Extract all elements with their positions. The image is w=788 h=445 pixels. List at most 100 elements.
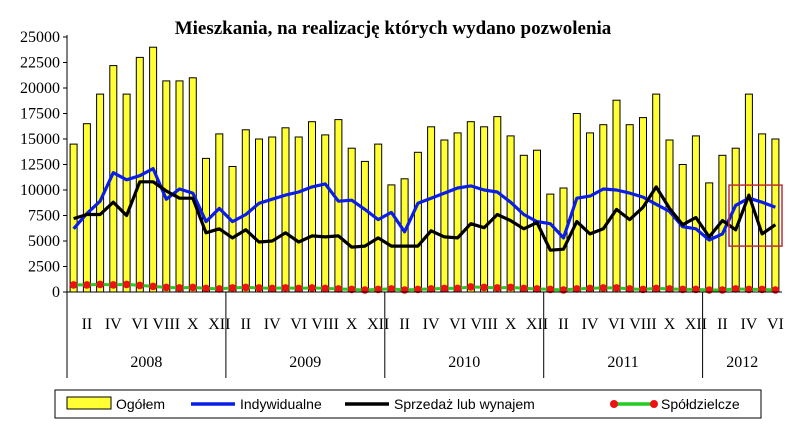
bar-ogolem	[228, 166, 237, 293]
bar-ogolem	[466, 121, 475, 293]
point-spoldzielcze	[625, 285, 634, 293]
x-tick-label: VI	[449, 316, 466, 333]
x-tick-label: IV	[105, 316, 122, 333]
chart-title: Mieszkania, na realizację których wydano…	[175, 18, 612, 39]
point-spoldzielcze	[599, 284, 608, 292]
bar-ogolem	[387, 184, 396, 293]
x-tick-label: VI	[290, 316, 307, 333]
y-tick-label: 2500	[28, 259, 60, 276]
point-spoldzielcze	[639, 285, 647, 294]
legend-marker-spoldzielcze	[650, 400, 658, 408]
point-spoldzielcze	[705, 286, 713, 294]
point-spoldzielcze	[493, 284, 502, 292]
point-spoldzielcze	[586, 284, 594, 293]
year-label: 2010	[448, 354, 480, 371]
point-spoldzielcze	[506, 283, 515, 292]
point-spoldzielcze	[387, 285, 396, 293]
bar-ogolem	[281, 127, 290, 293]
bar-ogolem	[612, 99, 621, 293]
x-tick-label: II	[82, 316, 93, 333]
x-tick-label: IV	[264, 316, 281, 333]
x-tick-label: VI	[608, 316, 625, 333]
point-spoldzielcze	[480, 283, 488, 292]
point-spoldzielcze	[467, 283, 475, 291]
x-tick-label: XII	[685, 316, 707, 333]
point-spoldzielcze	[612, 284, 621, 292]
bar-ogolem	[691, 135, 700, 293]
point-spoldzielcze	[718, 286, 727, 294]
bar-ogolem	[559, 187, 568, 293]
point-spoldzielcze	[69, 281, 78, 289]
y-tick-label: 15000	[20, 131, 60, 148]
point-spoldzielcze	[453, 284, 462, 293]
point-spoldzielcze	[83, 281, 91, 289]
point-spoldzielcze	[771, 286, 780, 294]
point-spoldzielcze	[202, 284, 210, 293]
legend-label-indywidualne: Indywidualne	[240, 396, 322, 412]
plot-area	[69, 46, 783, 294]
bar-ogolem	[360, 160, 369, 293]
bar-ogolem	[400, 178, 409, 293]
point-spoldzielcze	[175, 284, 184, 292]
point-spoldzielcze	[96, 280, 104, 289]
x-tick-label: XII	[208, 316, 230, 333]
x-tick-label: X	[505, 316, 517, 333]
bar-ogolem	[413, 151, 422, 293]
point-spoldzielcze	[334, 285, 343, 293]
point-spoldzielcze	[665, 285, 674, 293]
x-tick-label: XII	[526, 316, 548, 333]
point-spoldzielcze	[678, 285, 687, 294]
point-spoldzielcze	[374, 285, 383, 294]
bar-ogolem	[440, 139, 449, 293]
point-spoldzielcze	[440, 284, 449, 293]
x-tick-label: X	[187, 316, 199, 333]
year-label: 2012	[726, 354, 758, 371]
legend: Ogółem Indywidualne Sprzedaż lub wynajem Sp…	[54, 389, 762, 419]
year-label: 2008	[130, 354, 162, 371]
y-tick-label: 17500	[20, 106, 60, 123]
point-spoldzielcze	[228, 284, 237, 292]
point-spoldzielcze	[321, 284, 330, 293]
bar-ogolem	[493, 116, 502, 293]
y-tick-label: 20000	[20, 80, 60, 97]
bar-ogolem	[255, 138, 263, 293]
legend-label-ogolem: Ogółem	[116, 396, 165, 412]
point-spoldzielcze	[745, 285, 753, 294]
bar-ogolem	[427, 126, 436, 293]
y-tick-label: 22500	[20, 55, 60, 72]
bar-ogolem	[82, 123, 91, 293]
point-spoldzielcze	[268, 284, 277, 293]
point-spoldzielcze	[215, 285, 224, 293]
y-tick-label: 7500	[28, 208, 60, 225]
bar-ogolem	[175, 80, 184, 293]
point-spoldzielcze	[162, 283, 171, 292]
bar-ogolem	[268, 136, 277, 293]
point-spoldzielcze	[400, 286, 409, 294]
legend-label-sprzedaz-lub-wynajem: Sprzedaż lub wynajem	[394, 396, 535, 412]
bar-ogolem	[758, 133, 767, 293]
bar-ogolem	[625, 124, 634, 293]
x-tick-label: X	[346, 316, 358, 333]
year-label: 2011	[607, 354, 638, 371]
y-tick-label: 0	[52, 284, 60, 301]
bar-ogolem	[308, 121, 316, 293]
point-spoldzielcze	[149, 282, 157, 291]
bar-ogolem	[480, 126, 489, 293]
point-spoldzielcze	[692, 285, 700, 294]
year-label: 2009	[289, 354, 321, 371]
x-tick-label: X	[664, 316, 676, 333]
bar-ogolem	[347, 147, 356, 293]
legend-swatch-ogolem	[66, 396, 112, 410]
bar-ogolem	[453, 132, 462, 293]
y-tick-label: 25000	[20, 29, 60, 46]
point-spoldzielcze	[731, 285, 740, 293]
point-spoldzielcze	[189, 283, 197, 292]
x-tick-label: VI	[131, 316, 148, 333]
point-spoldzielcze	[520, 284, 528, 293]
point-spoldzielcze	[652, 284, 660, 293]
point-spoldzielcze	[546, 285, 555, 294]
bar-ogolem	[294, 136, 303, 293]
point-spoldzielcze	[758, 285, 766, 294]
bar-ogolem	[334, 119, 343, 293]
